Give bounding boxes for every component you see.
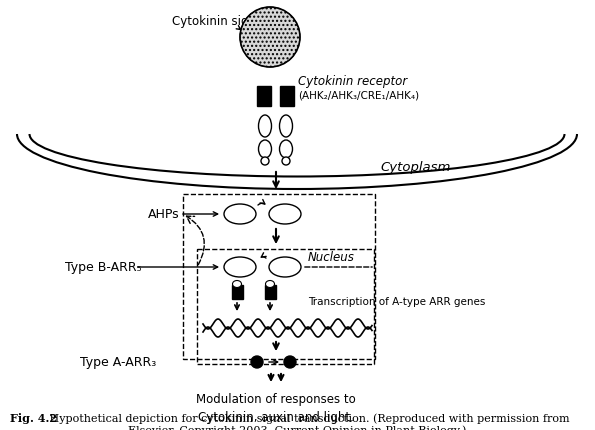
Circle shape <box>261 158 269 166</box>
Circle shape <box>284 356 296 368</box>
Text: Type B-ARR₅: Type B-ARR₅ <box>65 261 142 274</box>
Bar <box>257 87 271 107</box>
Ellipse shape <box>265 281 274 288</box>
Text: Cytokinin receptor: Cytokinin receptor <box>298 75 407 88</box>
Ellipse shape <box>280 116 293 138</box>
Bar <box>280 87 294 107</box>
Text: Fig. 4.2: Fig. 4.2 <box>10 412 57 423</box>
Ellipse shape <box>258 141 271 159</box>
Text: Modulation of responses to
Cytokinin, auxin and light.: Modulation of responses to Cytokinin, au… <box>196 392 356 423</box>
Ellipse shape <box>258 116 271 138</box>
Text: (AHK₂/AHK₃/CRE₁/AHK₄): (AHK₂/AHK₃/CRE₁/AHK₄) <box>298 91 419 101</box>
Text: AHPs: AHPs <box>148 208 180 221</box>
Text: Type A-ARR₃: Type A-ARR₃ <box>80 356 156 369</box>
Text: Cytoplasm: Cytoplasm <box>380 161 450 174</box>
Text: Cytokinin signal: Cytokinin signal <box>172 15 267 28</box>
Ellipse shape <box>224 258 256 277</box>
Ellipse shape <box>269 258 301 277</box>
Text: Transcription of A-type ARR genes: Transcription of A-type ARR genes <box>308 296 486 306</box>
Ellipse shape <box>224 205 256 224</box>
Bar <box>232 286 243 299</box>
Ellipse shape <box>280 141 293 159</box>
Bar <box>183 194 375 359</box>
FancyArrowPatch shape <box>186 217 204 265</box>
Text: Elsevier. Copyright 2003. Current Opinion in Plant Biology.): Elsevier. Copyright 2003. Current Opinio… <box>128 424 466 430</box>
Ellipse shape <box>269 205 301 224</box>
Bar <box>197 249 374 364</box>
Text: Hypothetical depiction for cytokinin signal transduction. (Reproduced with permi: Hypothetical depiction for cytokinin sig… <box>46 412 569 423</box>
Bar <box>265 286 276 299</box>
Circle shape <box>251 356 263 368</box>
Ellipse shape <box>233 281 242 288</box>
Circle shape <box>240 8 300 68</box>
Text: Nucleus: Nucleus <box>308 251 355 264</box>
Circle shape <box>282 158 290 166</box>
